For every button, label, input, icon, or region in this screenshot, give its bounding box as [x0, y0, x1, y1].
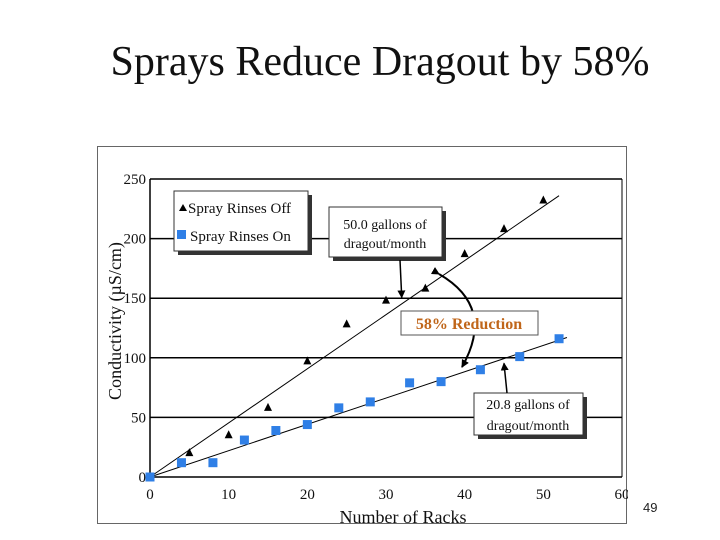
- tick-labels: 0 50 100 150 200 250 0 10 20 30 40 50 60: [124, 172, 629, 503]
- trendline-series-1: [149, 337, 568, 478]
- y-tick-label: 200: [124, 232, 147, 248]
- data-point-off: [539, 195, 548, 204]
- axes: [149, 178, 623, 478]
- data-point-on: [436, 377, 446, 387]
- x-tick-label: 20: [300, 487, 315, 503]
- x-tick-label: 60: [615, 487, 629, 503]
- legend-label-on: Spray Rinses On: [190, 229, 291, 245]
- x-tick-label: 0: [146, 487, 154, 503]
- trendlines: [149, 195, 568, 478]
- data-point-off: [264, 402, 272, 411]
- x-tick-label: 30: [379, 487, 394, 503]
- x-axis-title: Number of Racks: [340, 507, 467, 525]
- data-point-off: [500, 224, 508, 233]
- x-tick-label: 50: [536, 487, 551, 503]
- data-point-on: [554, 334, 564, 344]
- annotation-off-box: [328, 206, 443, 258]
- annotation-off-arrow: [397, 259, 406, 299]
- data-point-off: [421, 283, 430, 292]
- data-point-on: [271, 426, 281, 436]
- data-point-on: [475, 365, 485, 375]
- legend-label-off: Spray Rinses Off: [188, 201, 291, 217]
- data-point-off: [303, 356, 312, 365]
- reduction-label: 58% Reduction: [416, 316, 522, 333]
- data-point-on: [239, 435, 249, 445]
- x-tick-label: 40: [457, 487, 472, 503]
- data-point-on: [405, 378, 415, 388]
- data-point-on: [334, 403, 344, 413]
- y-axis-title: Conductivity (µS/cm): [105, 242, 126, 400]
- data-point-on: [515, 352, 525, 362]
- data-point-on: [365, 397, 375, 407]
- annotation-on-line-2: dragout/month: [487, 419, 569, 434]
- data-point-on: [145, 472, 155, 482]
- y-tick-label: 0: [139, 470, 147, 486]
- data-point-off: [185, 448, 194, 457]
- chart-frame: 0 50 100 150 200 250 0 10 20 30 40 50 60 Number of R…: [97, 146, 629, 525]
- annotation-off: 50.0 gallons of dragout/month: [328, 206, 446, 299]
- data-point-on: [208, 458, 218, 468]
- reduction-indicator: 58% Reduction: [400, 267, 539, 368]
- y-tick-label: 250: [124, 172, 147, 188]
- y-tick-label: 150: [124, 291, 147, 307]
- reduction-label-box: [400, 310, 539, 336]
- data-point-off: [224, 430, 233, 439]
- annotation-on: 20.8 gallons of dragout/month: [473, 362, 587, 439]
- page-number: 49: [643, 500, 658, 515]
- legend: Spray Rinses Off Spray Rinses On: [173, 190, 312, 255]
- annotation-on-arrow: [500, 362, 509, 394]
- data-points: [145, 195, 564, 482]
- annotation-off-line-1: 50.0 gallons of: [343, 218, 427, 233]
- y-tick-label: 50: [131, 410, 146, 426]
- y-tick-label: 100: [124, 351, 147, 367]
- annotation-off-line-2: dragout/month: [344, 237, 426, 252]
- slide-title: Sprays Reduce Dragout by 58%: [110, 39, 650, 85]
- legend-triangle-icon: [179, 204, 187, 211]
- data-point-off: [382, 295, 390, 304]
- legend-box: [173, 190, 309, 252]
- annotation-on-line-1: 20.8 gallons of: [486, 398, 570, 413]
- x-tick-label: 10: [221, 487, 236, 503]
- data-point-on: [176, 458, 186, 468]
- data-point-off: [342, 319, 351, 328]
- data-point-on: [302, 420, 312, 430]
- legend-square-icon: [177, 230, 186, 239]
- data-point-off: [460, 249, 469, 258]
- scatter-chart: 0 50 100 150 200 250 0 10 20 30 40 50 60 Number of R…: [105, 172, 629, 525]
- annotation-on-box: [473, 392, 584, 436]
- trendline-series-0: [149, 195, 560, 478]
